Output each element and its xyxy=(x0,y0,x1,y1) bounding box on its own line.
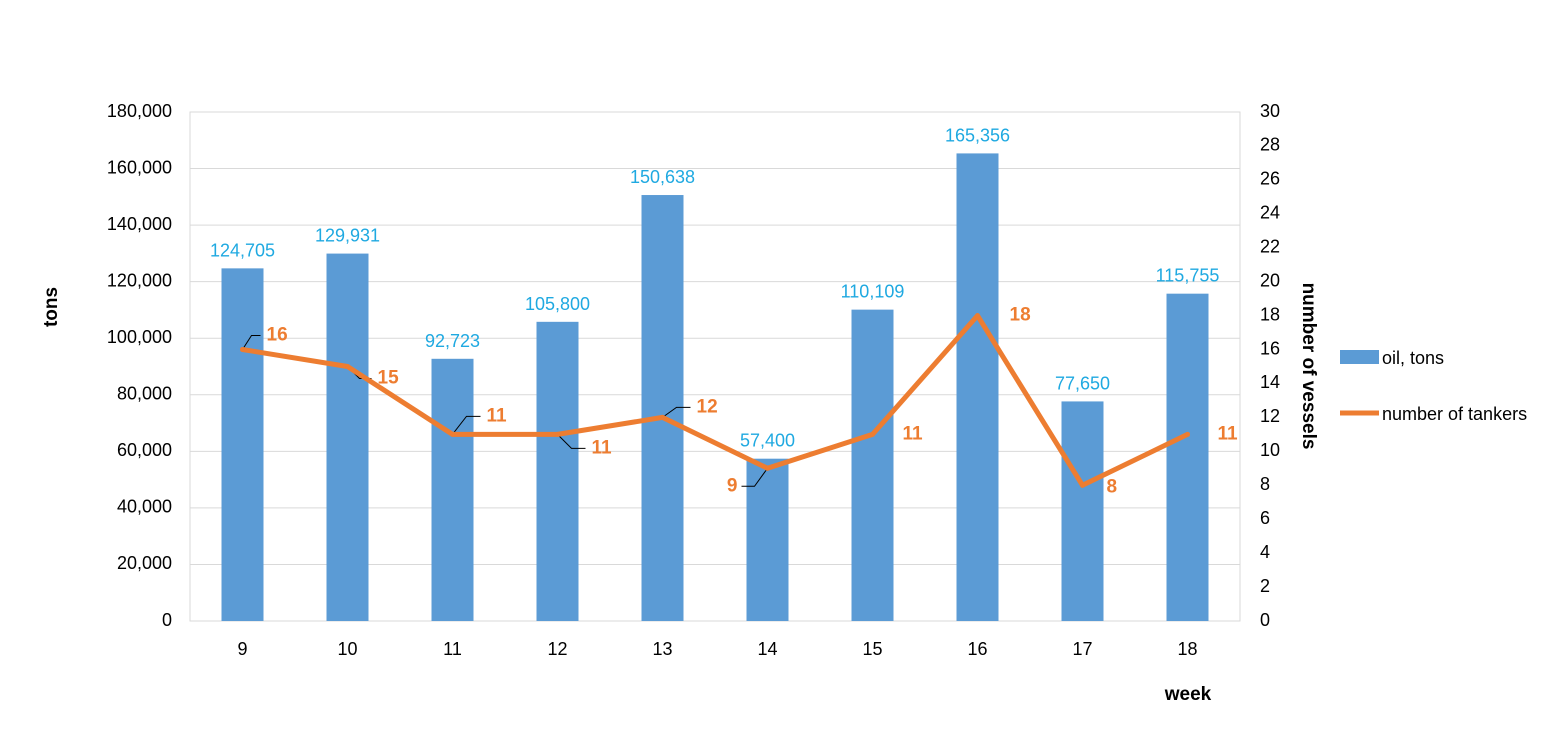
tankers-point xyxy=(450,431,455,437)
y-tick-label: 20,000 xyxy=(117,553,172,573)
line-value-label: 15 xyxy=(378,368,400,389)
x-tick-label: 10 xyxy=(337,639,357,659)
y2-tick-label: 0 xyxy=(1260,610,1270,630)
x-axis-ticks: 9 10 11 12 13 14 15 16 17 18 xyxy=(237,639,1197,659)
y2-tick-label: 8 xyxy=(1260,474,1270,494)
legend-swatch-oil xyxy=(1340,350,1379,364)
line-value-label: 12 xyxy=(697,396,718,417)
y2-tick-label: 2 xyxy=(1260,576,1270,596)
y2-axis-title: number of vessels xyxy=(1298,283,1319,450)
tankers-point xyxy=(345,364,350,369)
bar-oil xyxy=(326,253,369,622)
bar-value-label: 165,356 xyxy=(945,125,1010,145)
x-tick-label: 9 xyxy=(237,639,247,659)
line-value-label: 11 xyxy=(487,405,508,426)
legend-label-oil: oil, tons xyxy=(1382,348,1444,368)
bar-value-label: 115,755 xyxy=(1156,266,1220,286)
plot-area-frame xyxy=(189,111,1241,622)
line-value-label: 11 xyxy=(592,437,613,458)
bar-data-labels: 124,705 129,931 92,723 105,800 150,638 57,400… xyxy=(210,125,1219,450)
x-tick-label: 17 xyxy=(1072,639,1092,659)
y2-tick-label: 4 xyxy=(1260,542,1270,562)
x-tick-label: 13 xyxy=(652,639,672,659)
x-tick-label: 11 xyxy=(443,639,462,659)
y2-tick-label: 24 xyxy=(1260,203,1280,223)
leader-line xyxy=(741,468,768,487)
line-value-label: 11 xyxy=(903,423,924,444)
y2-tick-label: 12 xyxy=(1260,406,1280,426)
y2-tick-label: 30 xyxy=(1260,101,1280,121)
y-axis-title: tons xyxy=(41,287,62,327)
bar-oil xyxy=(851,309,894,621)
x-tick-label: 15 xyxy=(862,639,882,659)
line-value-label: 11 xyxy=(1218,423,1239,444)
y2-tick-label: 14 xyxy=(1260,372,1280,392)
legend-label-tankers: number of tankers xyxy=(1382,404,1527,424)
bar-oil xyxy=(536,321,579,621)
y2-tick-label: 10 xyxy=(1260,440,1280,460)
bar-oil xyxy=(746,458,789,621)
line-value-label: 9 xyxy=(727,475,738,496)
bar-value-label: 110,109 xyxy=(841,282,905,302)
leader-line xyxy=(452,415,481,435)
bar-value-label: 124,705 xyxy=(210,240,275,260)
tankers-point xyxy=(1080,482,1085,488)
tankers-point xyxy=(240,347,245,353)
bar-oil xyxy=(431,358,474,621)
line-value-label: 8 xyxy=(1107,476,1118,497)
bar-value-label: 57,400 xyxy=(740,431,795,451)
legend: oil, tons number of tankers xyxy=(1340,348,1527,424)
y2-tick-label: 20 xyxy=(1260,270,1280,290)
y-tick-label: 120,000 xyxy=(107,270,172,290)
line-value-label: 16 xyxy=(267,325,288,346)
y2-tick-label: 6 xyxy=(1260,508,1270,528)
x-tick-label: 12 xyxy=(547,639,567,659)
left-axis-ticks: 0 20,000 40,000 60,000 80,000 100,000 120,000 1… xyxy=(107,101,172,630)
line-data-labels: 16 15 11 11 12 9 11 18 8 11 xyxy=(267,305,1239,498)
tankers-line xyxy=(240,313,1190,488)
y-tick-label: 40,000 xyxy=(117,497,172,517)
bar-oil xyxy=(956,153,999,621)
bar-value-label: 77,650 xyxy=(1055,373,1110,393)
leader-line xyxy=(242,335,261,350)
y2-tick-label: 16 xyxy=(1260,338,1280,358)
leader-line xyxy=(557,434,586,449)
y2-tick-label: 18 xyxy=(1260,304,1280,324)
bar-value-label: 129,931 xyxy=(315,226,380,246)
y-tick-label: 100,000 xyxy=(107,327,172,347)
y2-tick-label: 26 xyxy=(1260,169,1280,189)
x-tick-label: 16 xyxy=(967,639,987,659)
tankers-point xyxy=(660,414,665,420)
tankers-point xyxy=(870,431,875,437)
y-tick-label: 80,000 xyxy=(117,384,172,404)
line-value-label: 18 xyxy=(1010,305,1031,326)
bar-value-label: 105,800 xyxy=(525,294,590,314)
bar-series-oil xyxy=(221,153,1209,622)
leader-line xyxy=(662,406,691,418)
y-tick-label: 0 xyxy=(162,610,172,630)
bar-value-label: 150,638 xyxy=(630,167,695,187)
y-tick-label: 60,000 xyxy=(117,440,172,460)
tankers-point xyxy=(765,465,770,471)
y2-tick-label: 28 xyxy=(1260,135,1280,155)
y2-tick-label: 22 xyxy=(1260,236,1280,256)
x-tick-label: 14 xyxy=(757,639,777,659)
label-leader-lines xyxy=(242,335,768,487)
bar-oil xyxy=(641,195,684,621)
y-tick-label: 160,000 xyxy=(107,157,172,177)
bar-value-label: 92,723 xyxy=(425,331,480,351)
tankers-point xyxy=(555,431,560,437)
tankers-point xyxy=(1185,431,1190,437)
bar-oil xyxy=(1061,401,1104,621)
line-series-tankers xyxy=(240,313,1190,488)
bar-oil xyxy=(221,268,264,621)
x-tick-label: 18 xyxy=(1177,639,1197,659)
bar-oil xyxy=(1166,293,1209,621)
tankers-point xyxy=(975,313,980,319)
y-tick-label: 140,000 xyxy=(107,214,172,234)
y-tick-label: 180,000 xyxy=(107,101,172,121)
x-axis-title: week xyxy=(1164,684,1212,705)
